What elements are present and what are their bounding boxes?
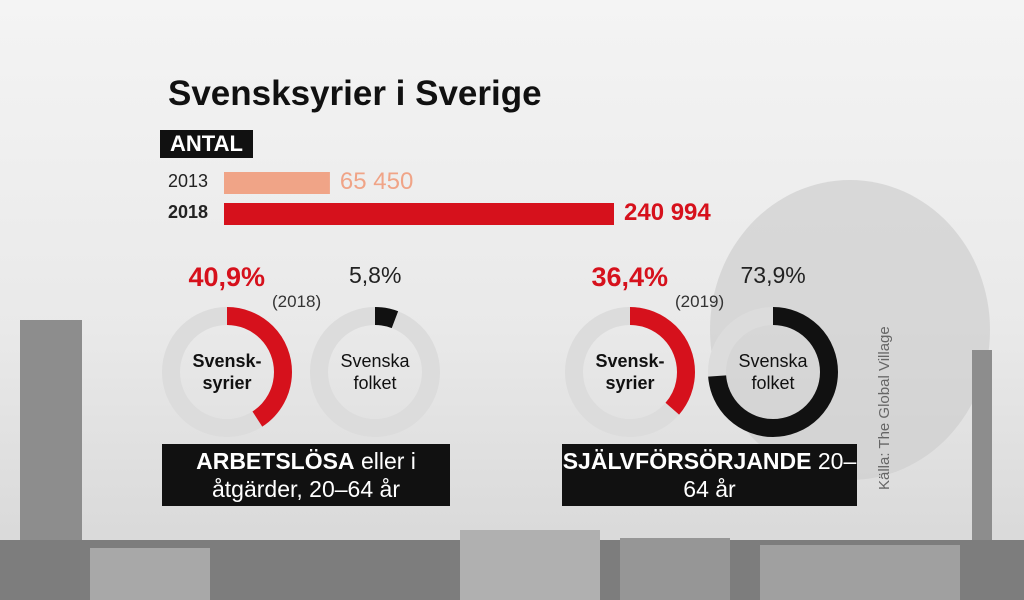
- donut-segment: [310, 307, 440, 437]
- caption-title: ARBETSLÖSA: [196, 448, 355, 474]
- series-name: Svenska folket: [733, 350, 813, 394]
- donut-segment: [708, 307, 838, 437]
- donut-segment: [162, 307, 292, 437]
- section-label: ANTAL: [160, 130, 253, 158]
- caption-title: SJÄLVFÖRSÖRJANDE: [562, 448, 812, 474]
- note: (2018): [272, 292, 322, 311]
- caption: ARBETSLÖSA eller i åtgärder, 20–64 år: [162, 444, 450, 506]
- source: Källa: The Global Village: [876, 326, 893, 490]
- value-label: 65 450: [339, 168, 414, 195]
- category-label: 2018: [168, 202, 209, 222]
- chart-title: Svensksyrier i Sverige: [168, 74, 542, 113]
- caption-subtitle: 20–64 år: [683, 448, 857, 502]
- series-name-text: Svensk-syrier: [192, 351, 262, 393]
- series-name: Svenska folket: [335, 350, 415, 394]
- value-label: 5,8%: [349, 262, 402, 288]
- series-name: Svensk-syrier: [590, 350, 670, 394]
- value-label: 240 994: [624, 199, 711, 226]
- category-label: 2013: [168, 171, 209, 191]
- series-name-text: Svenska folket: [738, 351, 808, 393]
- series-name-text: Svenska folket: [340, 351, 410, 393]
- background-city: [0, 180, 1024, 600]
- note: (2019): [675, 292, 725, 311]
- series-name: Svensk-syrier: [187, 350, 267, 394]
- caption: SJÄLVFÖRSÖRJANDE 20–64 år: [562, 444, 857, 506]
- series-name-text: Svensk-syrier: [595, 351, 665, 393]
- bar: [224, 172, 330, 194]
- value-label: 36,4%: [591, 262, 669, 292]
- bar: [224, 203, 614, 225]
- caption-subtitle: eller i åtgärder, 20–64 år: [212, 448, 416, 502]
- value-label: 40,9%: [188, 262, 266, 292]
- donut-segment: [565, 307, 695, 437]
- value-label: 73,9%: [740, 262, 806, 288]
